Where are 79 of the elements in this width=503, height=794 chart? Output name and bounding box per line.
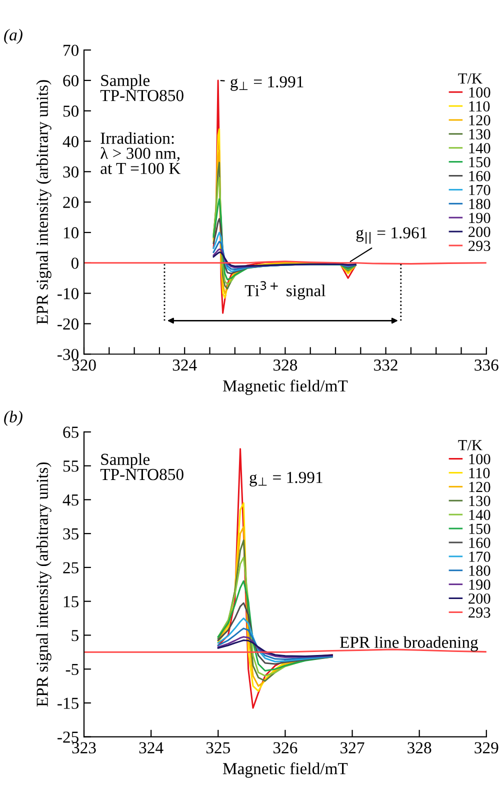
legend-label: 100 <box>469 87 490 98</box>
y-tick-label: 10 <box>64 227 79 238</box>
y-tick-label: 60 <box>63 75 79 86</box>
line-series <box>217 628 333 660</box>
legend-label: 140 <box>469 510 490 520</box>
x-tick-label: 336 <box>474 360 498 371</box>
chart-title: (a) <box>4 28 22 44</box>
annotation: Irradiation: λ > 300 nm, at T =100 K <box>100 132 180 174</box>
y-tick-label: -10 <box>58 288 79 300</box>
legend-label: 293 <box>468 240 490 251</box>
x-tick-label: 320 <box>72 359 96 371</box>
y-tick-label: -30 <box>58 348 79 360</box>
y-tick-label: 50 <box>63 106 79 117</box>
x-tick-label: 325 <box>206 742 230 754</box>
y-axis-title: EPR signal intensity (arbitrary units) <box>36 462 52 707</box>
annotation: Sample TP-NTO850 <box>100 453 184 480</box>
y-tick-label: -25 <box>58 732 78 743</box>
legend-title: T/K <box>458 440 482 450</box>
legend-label: 130 <box>469 496 490 506</box>
legend-label: 200 <box>468 226 490 238</box>
legend-label: 200 <box>468 593 490 604</box>
y-tick-label: 30 <box>63 166 79 178</box>
legend-label: 170 <box>469 184 490 196</box>
x-axis-title: Magnetic field/mT <box>222 380 348 395</box>
y-axis-title: EPR signal intensity (arbitrary units) <box>36 80 52 324</box>
legend-label: 190 <box>469 580 490 590</box>
x-tick-label: 328 <box>408 742 432 754</box>
x-tick-label: 327 <box>340 742 364 754</box>
x-tick-label: 328 <box>274 359 298 371</box>
line-series <box>217 636 333 658</box>
annotation: Sample TP-NTO850 <box>100 74 184 102</box>
line-series <box>217 617 333 662</box>
legend-label: 180 <box>469 198 490 210</box>
annotation: EPR line broadening <box>340 636 478 652</box>
x-tick-label: 329 <box>474 742 498 754</box>
y-tick-label: -15 <box>58 698 78 709</box>
y-tick-label: -20 <box>58 318 79 330</box>
legend-label: 110 <box>469 468 490 478</box>
x-tick-label: 332 <box>374 360 398 371</box>
legend-label: 160 <box>469 170 490 182</box>
y-tick-label: 55 <box>63 460 78 472</box>
legend-label: 190 <box>469 212 490 224</box>
y-tick-label: 20 <box>63 196 79 208</box>
legend-title: T/K <box>458 73 482 84</box>
y-tick-label: 40 <box>62 136 79 148</box>
legend-label: 180 <box>469 566 490 576</box>
line-series <box>217 640 333 657</box>
y-tick-label: 65 <box>63 426 78 438</box>
legend-label: 130 <box>469 129 490 140</box>
line-series <box>217 602 333 665</box>
annotation: g$_{||}$ = 1.961 <box>356 227 427 244</box>
legend-label: 110 <box>469 101 490 112</box>
legend-label: 150 <box>469 524 490 534</box>
x-tick-label: 323 <box>72 742 96 754</box>
legend-label: 120 <box>469 115 490 126</box>
y-tick-label: -5 <box>66 664 78 676</box>
legend-label: 140 <box>469 143 490 154</box>
y-tick-label: 70 <box>64 44 79 56</box>
y-tick-label: 25 <box>63 562 78 574</box>
x-tick-label: 324 <box>172 360 197 371</box>
y-tick-label: 35 <box>63 528 78 540</box>
legend-label: 293 <box>468 607 490 618</box>
annotation: g$_{⊥}$ = 1.991 <box>230 76 304 91</box>
y-tick-label: 15 <box>64 596 78 608</box>
y-tick-label: 5 <box>72 630 78 642</box>
x-tick-label: 324 <box>139 742 164 754</box>
legend-label: 120 <box>469 482 490 492</box>
legend-label: 170 <box>469 552 490 562</box>
legend-label: 150 <box>469 156 490 168</box>
chart-title: (b) <box>4 410 22 426</box>
annotation: Ti$^{3+}$ signal <box>244 281 326 300</box>
legend-label: 100 <box>469 454 490 464</box>
x-tick-label: 326 <box>274 742 298 754</box>
x-axis-title: Magnetic field/mT <box>222 762 348 778</box>
annotation: g$_{⊥}$ = 1.991 <box>250 472 322 486</box>
y-tick-label: 0 <box>71 258 79 269</box>
line-series <box>217 580 333 672</box>
legend-label: 160 <box>469 538 490 548</box>
y-tick-label: 45 <box>62 494 78 506</box>
